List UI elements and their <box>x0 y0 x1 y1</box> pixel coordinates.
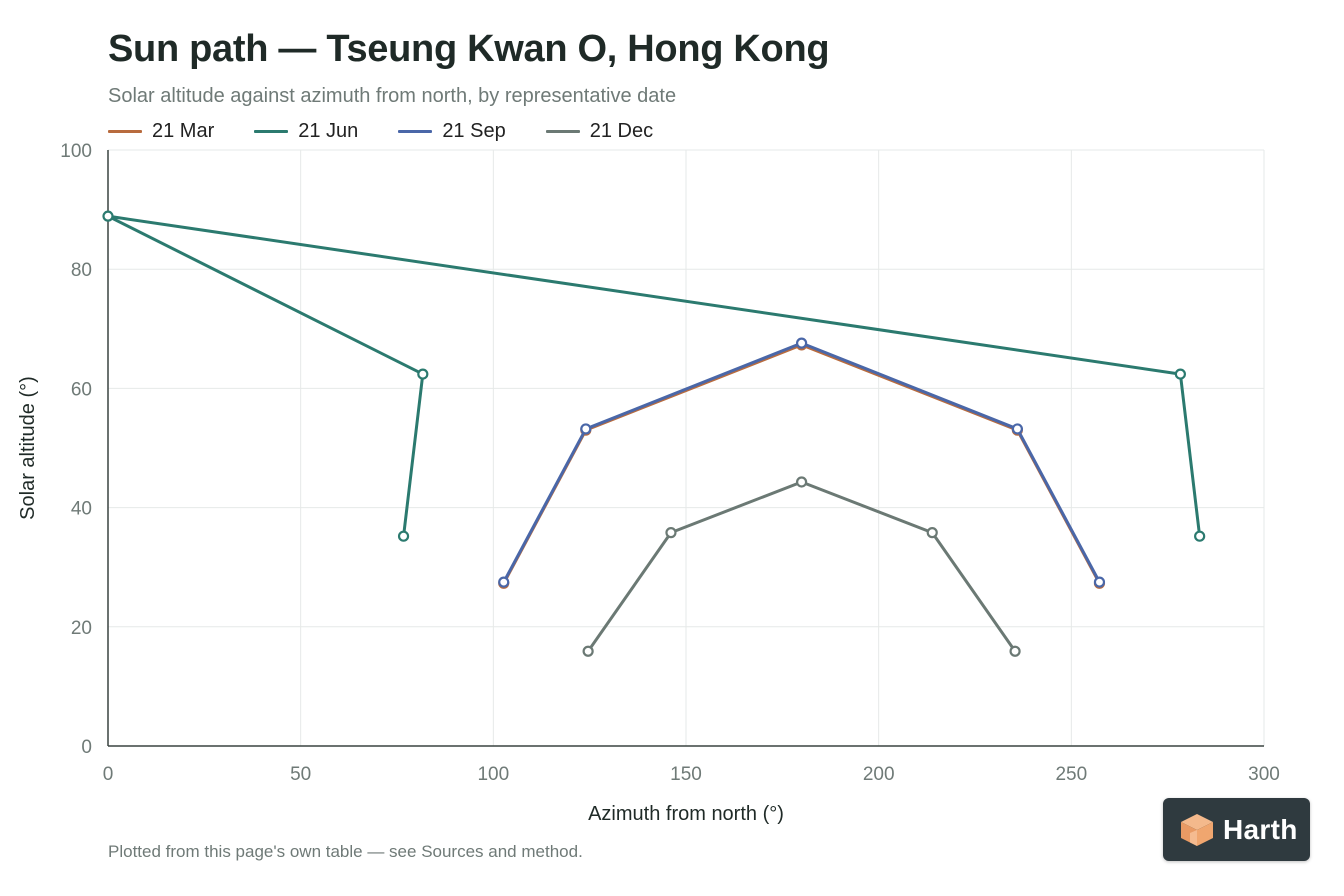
legend-label: 21 Jun <box>298 120 359 142</box>
x-tick-label: 50 <box>290 764 311 785</box>
y-tick-label: 0 <box>81 737 92 758</box>
legend-swatch <box>398 130 433 133</box>
data-point-21-jun[interactable] <box>417 368 429 380</box>
x-tick-label: 300 <box>1248 764 1280 785</box>
legend-swatch <box>254 130 289 133</box>
data-point-21-sep[interactable] <box>498 576 510 588</box>
series-21-sep <box>498 337 1106 588</box>
page-subtitle: Solar altitude against azimuth from nort… <box>108 85 677 107</box>
data-point-21-jun[interactable] <box>102 210 114 222</box>
legend-item-21-mar[interactable]: 21 Mar <box>108 120 214 143</box>
tick-labels: 0 20 40 60 80 100 0 50 100 150 200 250 300 <box>60 141 1280 785</box>
brand-name: Harth <box>1223 813 1298 845</box>
series-line-21-mar <box>502 343 1101 585</box>
series-line-21-jun <box>106 214 1202 538</box>
y-tick-label: 40 <box>71 499 92 520</box>
axes <box>107 150 1264 747</box>
legend-item-21-dec[interactable]: 21 Dec <box>545 120 654 143</box>
series-line-21-sep <box>502 341 1101 584</box>
legend-swatch <box>545 130 580 133</box>
x-tick-label: 100 <box>477 764 509 785</box>
y-tick-label: 20 <box>71 618 92 639</box>
footer-note: Plotted from this page's own table — see… <box>108 842 583 861</box>
x-tick-label: 0 <box>103 764 114 785</box>
x-tick-label: 250 <box>1055 764 1087 785</box>
series-21-mar <box>498 339 1106 589</box>
data-point-21-dec[interactable] <box>1009 645 1021 657</box>
data-point-21-sep[interactable] <box>1093 576 1106 588</box>
y-tick-label: 60 <box>71 379 92 400</box>
legend-item-21-jun[interactable]: 21 Jun <box>254 120 358 143</box>
data-point-21-dec[interactable] <box>926 527 938 539</box>
series-21-jun <box>102 210 1206 542</box>
data-point-21-dec[interactable] <box>582 645 594 657</box>
legend-swatch <box>108 130 142 133</box>
data-point-21-sep[interactable] <box>795 337 808 349</box>
data-point-21-dec[interactable] <box>665 527 677 539</box>
grid-lines <box>108 149 1265 746</box>
legend-label: 21 Dec <box>589 120 654 142</box>
y-tick-label: 80 <box>71 260 92 281</box>
data-point-21-jun[interactable] <box>1174 368 1186 380</box>
data-point-21-sep[interactable] <box>580 423 592 435</box>
x-tick-label: 200 <box>863 764 895 785</box>
y-axis-label: Solar altitude (°) <box>17 376 39 520</box>
data-point-21-jun[interactable] <box>1194 530 1206 542</box>
series-lines <box>102 210 1206 657</box>
y-tick-label: 100 <box>60 141 92 162</box>
house-cube-logo-icon <box>1181 813 1213 846</box>
x-axis-label: Azimuth from north (°) <box>588 803 784 825</box>
legend-label: 21 Sep <box>442 120 506 142</box>
chart-legend: 21 Mar 21 Jun 21 Sep 21 Dec <box>108 120 693 143</box>
data-point-21-sep[interactable] <box>1011 423 1023 435</box>
page-title: Sun path — Tseung Kwan O, Hong Kong <box>108 28 830 70</box>
legend-item-21-sep[interactable]: 21 Sep <box>398 120 506 143</box>
data-point-21-jun[interactable] <box>397 530 410 542</box>
series-21-dec <box>582 476 1021 657</box>
legend-label: 21 Mar <box>152 120 215 142</box>
brand-badge[interactable]: Harth <box>1163 798 1310 861</box>
x-tick-label: 150 <box>670 764 702 785</box>
data-point-21-dec[interactable] <box>795 476 808 488</box>
